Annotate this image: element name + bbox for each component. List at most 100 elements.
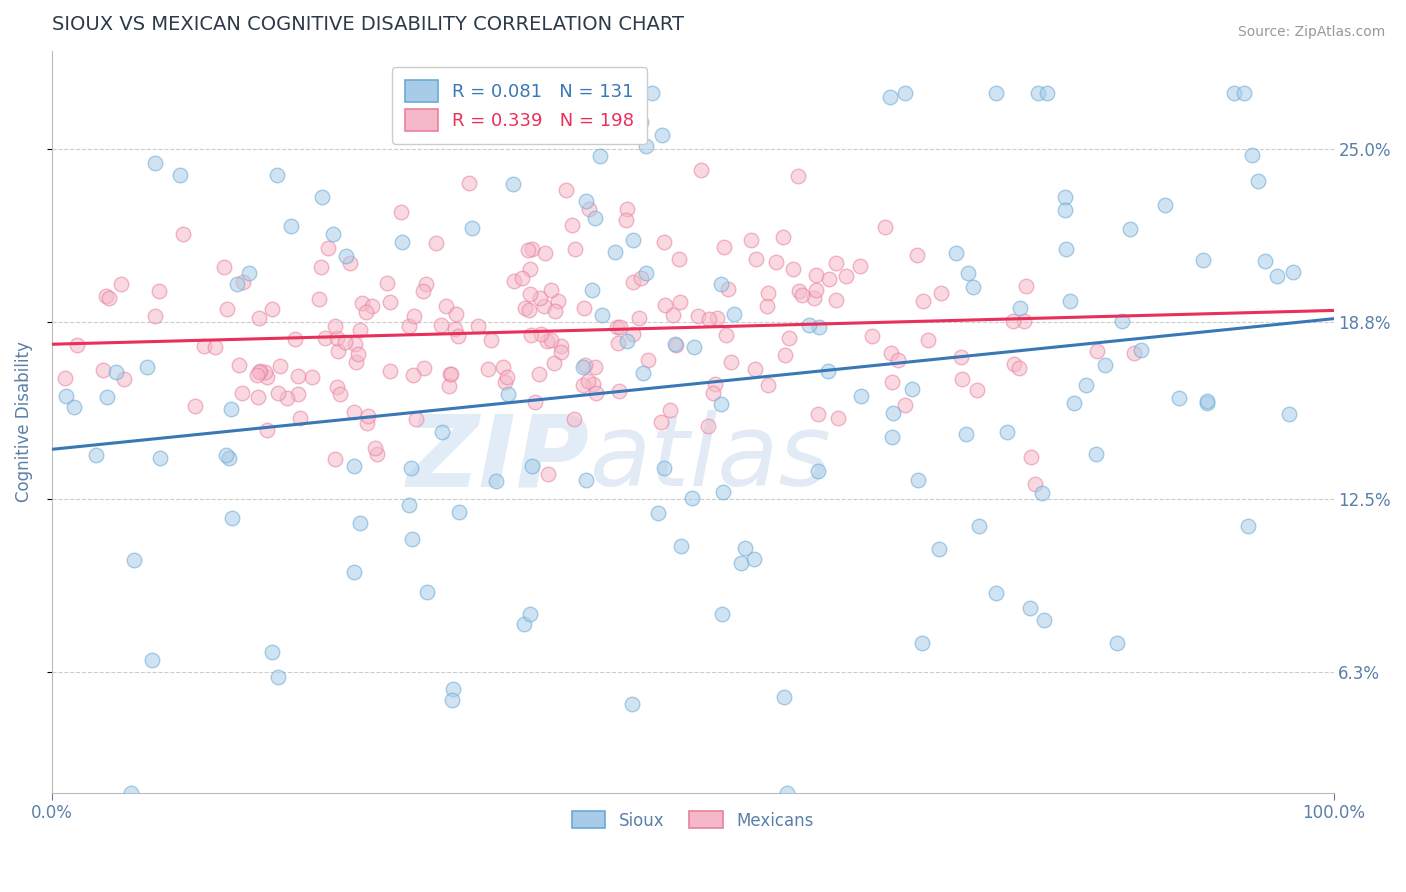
Mexicans [479, 333, 502, 347]
Sioux [710, 397, 733, 411]
Sioux [630, 114, 652, 128]
Mexicans [775, 348, 797, 362]
Mexicans [215, 301, 238, 316]
Mexicans [772, 229, 794, 244]
Sioux [1282, 265, 1305, 279]
Sioux [322, 227, 344, 241]
Mexicans [143, 309, 166, 323]
Sioux [1059, 293, 1081, 308]
Mexicans [835, 268, 858, 283]
Mexicans [112, 372, 135, 386]
Sioux [957, 266, 980, 280]
Sioux [636, 266, 658, 280]
Mexicans [654, 298, 676, 312]
Mexicans [607, 384, 630, 399]
Sioux [589, 149, 612, 163]
Sioux [1197, 396, 1219, 410]
Sioux [1119, 222, 1142, 236]
Mexicans [249, 364, 271, 378]
Sioux [221, 511, 243, 525]
Sioux [55, 389, 77, 403]
Mexicans [950, 351, 973, 365]
Mexicans [714, 327, 737, 342]
Sioux [907, 473, 929, 487]
Mexicans [494, 375, 516, 389]
Mexicans [540, 333, 562, 347]
Sioux [591, 308, 613, 322]
Text: Source: ZipAtlas.com: Source: ZipAtlas.com [1237, 25, 1385, 39]
Mexicans [430, 318, 453, 333]
Mexicans [966, 384, 988, 398]
Mexicans [513, 301, 536, 315]
Mexicans [517, 303, 540, 318]
Sioux [141, 653, 163, 667]
Sioux [1026, 86, 1049, 100]
Sioux [1033, 613, 1056, 627]
Sioux [1111, 314, 1133, 328]
Mexicans [343, 405, 366, 419]
Sioux [797, 318, 820, 332]
Mexicans [357, 409, 380, 423]
Mexicans [697, 312, 720, 326]
Sioux [1019, 600, 1042, 615]
Mexicans [706, 311, 728, 326]
Sioux [817, 364, 839, 378]
Text: atlas: atlas [591, 410, 832, 508]
Mexicans [668, 252, 690, 266]
Sioux [651, 128, 673, 143]
Sioux [995, 425, 1018, 439]
Mexicans [658, 403, 681, 417]
Sioux [238, 266, 260, 280]
Mexicans [495, 370, 517, 384]
Mexicans [1019, 450, 1042, 464]
Mexicans [1123, 345, 1146, 359]
Mexicans [818, 271, 841, 285]
Sioux [1247, 174, 1270, 188]
Mexicans [375, 277, 398, 291]
Sioux [879, 89, 901, 103]
Mexicans [758, 285, 780, 300]
Sioux [214, 448, 236, 462]
Mexicans [607, 336, 630, 351]
Mexicans [519, 286, 541, 301]
Mexicans [875, 219, 897, 234]
Mexicans [537, 467, 560, 482]
Mexicans [405, 412, 427, 426]
Sioux [1107, 636, 1129, 650]
Sioux [349, 516, 371, 530]
Mexicans [686, 309, 709, 323]
Mexicans [905, 248, 928, 262]
Mexicans [477, 362, 499, 376]
Sioux [441, 693, 464, 707]
Legend: Sioux, Mexicans: Sioux, Mexicans [565, 805, 820, 836]
Sioux [1063, 396, 1085, 410]
Mexicans [886, 353, 908, 368]
Mexicans [882, 376, 904, 390]
Mexicans [325, 379, 347, 393]
Sioux [96, 390, 118, 404]
Mexicans [803, 291, 825, 305]
Sioux [575, 194, 598, 208]
Mexicans [703, 377, 725, 392]
Sioux [1223, 86, 1246, 100]
Mexicans [492, 359, 515, 374]
Sioux [581, 283, 603, 297]
Sioux [1153, 198, 1175, 212]
Mexicans [344, 337, 367, 351]
Mexicans [543, 356, 565, 370]
Mexicans [572, 378, 595, 392]
Sioux [1008, 301, 1031, 315]
Sioux [621, 233, 644, 247]
Mexicans [917, 333, 939, 347]
Mexicans [1014, 279, 1036, 293]
Mexicans [616, 202, 638, 217]
Sioux [1278, 407, 1301, 421]
Mexicans [536, 334, 558, 348]
Mexicans [389, 205, 412, 219]
Mexicans [94, 288, 117, 302]
Sioux [631, 366, 654, 380]
Sioux [262, 645, 284, 659]
Mexicans [609, 319, 631, 334]
Mexicans [184, 399, 207, 413]
Mexicans [193, 339, 215, 353]
